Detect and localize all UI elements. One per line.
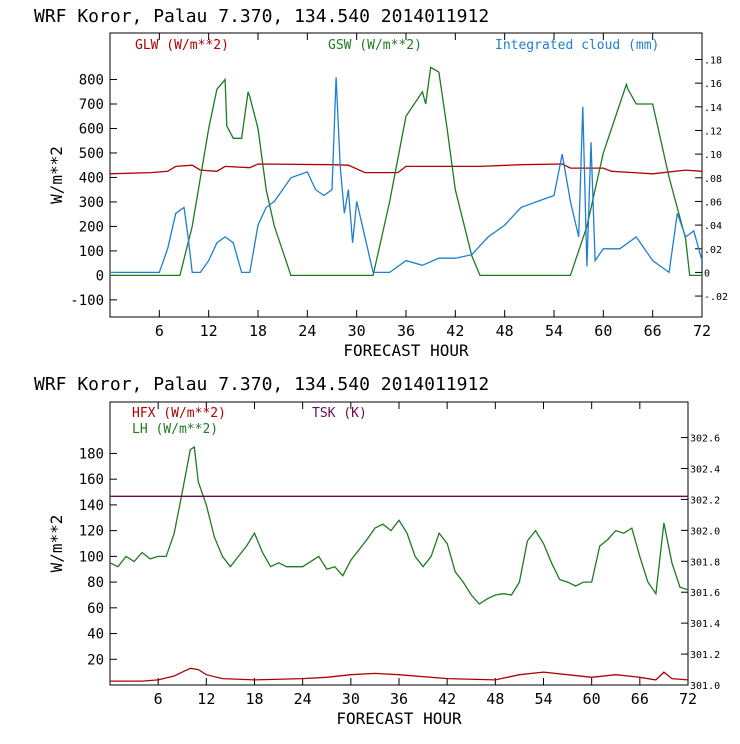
x-tick-label: 12: [200, 322, 218, 340]
legend-entry-3: TSK (K): [312, 406, 367, 421]
x-tick-label: 48: [496, 322, 514, 340]
y-tick-label: 40: [87, 627, 104, 643]
x-tick-label: 30: [342, 690, 360, 708]
x-tick-label: 18: [245, 690, 263, 708]
y-tick-label: 300: [79, 195, 104, 211]
y-tick-label: 0: [96, 268, 104, 284]
y2-tick-label: .12: [704, 126, 722, 137]
x-tick-label: 42: [438, 690, 456, 708]
y2-tick-label: -.02: [704, 292, 728, 303]
y2-tick-label: 301.2: [690, 650, 720, 661]
y-tick-label: 160: [79, 472, 104, 488]
y2-tick-label: 301.8: [690, 557, 720, 568]
series-line-1: [110, 667, 688, 682]
x-tick-label: 6: [154, 690, 163, 708]
y2-tick-label: .16: [704, 79, 722, 90]
legend-entry-2: LH (W/m**2): [132, 422, 218, 437]
x-tick-label: 66: [631, 690, 649, 708]
y2-tick-label: .04: [704, 221, 722, 232]
x-tick-label: 18: [249, 322, 267, 340]
chart-panel-2: WRF Koror, Palau 7.370, 134.540 20140119…: [34, 374, 720, 728]
y-tick-label: 500: [79, 146, 104, 162]
y2-tick-label: 302.6: [690, 434, 720, 445]
plot-frame: [109, 401, 689, 686]
y2-tick-label: .06: [704, 197, 722, 208]
y-tick-label: 200: [79, 219, 104, 235]
y-tick-label: 100: [79, 244, 104, 260]
x-tick-label: 12: [197, 690, 215, 708]
x-tick-label: 24: [298, 322, 316, 340]
chart-title: WRF Koror, Palau 7.370, 134.540 20140119…: [34, 6, 489, 27]
y2-tick-label: 301.4: [690, 619, 720, 630]
chart-panel-1: WRF Koror, Palau 7.370, 134.540 20140119…: [34, 6, 728, 360]
legend-entry-2: GSW (W/m**2): [328, 38, 422, 53]
y2-tick-label: 302.0: [690, 526, 720, 537]
x-tick-label: 6: [155, 322, 164, 340]
x-axis-label: FORECAST HOUR: [343, 341, 469, 360]
y-tick-label: 140: [79, 498, 104, 514]
y2-tick-label: .08: [704, 174, 722, 185]
y-tick-label: 400: [79, 170, 104, 186]
y-tick-label: -100: [70, 293, 104, 309]
series-line-1: [110, 163, 702, 175]
y2-tick-label: 301.0: [690, 681, 720, 692]
legend-entry-1: HFX (W/m**2): [132, 406, 226, 421]
y-tick-label: 700: [79, 97, 104, 113]
y-tick-label: 80: [87, 575, 104, 591]
chart-title: WRF Koror, Palau 7.370, 134.540 20140119…: [34, 374, 489, 395]
x-tick-label: 36: [397, 322, 415, 340]
y2-tick-label: 301.6: [690, 588, 720, 599]
x-tick-label: 72: [679, 690, 697, 708]
y2-tick-label: .18: [704, 55, 722, 66]
y-tick-label: 600: [79, 121, 104, 137]
x-tick-label: 42: [446, 322, 464, 340]
legend-entry-3: Integrated cloud (mm): [495, 38, 659, 53]
legend-entry-1: GLW (W/m**2): [135, 38, 229, 53]
y-tick-label: 100: [79, 549, 104, 565]
x-tick-label: 60: [594, 322, 612, 340]
y2-tick-label: 0: [704, 268, 710, 279]
x-tick-label: 60: [583, 690, 601, 708]
x-tick-label: 48: [486, 690, 504, 708]
series-line-3: [110, 77, 702, 274]
y-tick-label: 20: [87, 652, 104, 668]
y-tick-label: 60: [87, 601, 104, 617]
x-tick-label: 54: [545, 322, 563, 340]
x-tick-label: 30: [348, 322, 366, 340]
y-tick-label: 120: [79, 524, 104, 540]
y-axis-label: W/m**2: [47, 515, 66, 573]
y-tick-label: 800: [79, 73, 104, 89]
y2-tick-label: 302.4: [690, 464, 720, 475]
x-tick-label: 36: [390, 690, 408, 708]
y2-tick-label: .02: [704, 245, 722, 256]
x-tick-label: 72: [693, 322, 711, 340]
plot-frame: [109, 32, 703, 318]
x-tick-label: 54: [534, 690, 552, 708]
y-axis-label: W/m**2: [47, 146, 66, 204]
y-tick-label: 180: [79, 446, 104, 462]
x-tick-label: 24: [294, 690, 312, 708]
y2-tick-label: 302.2: [690, 495, 720, 506]
x-tick-label: 66: [644, 322, 662, 340]
y2-tick-label: .14: [704, 103, 722, 114]
y2-tick-label: .10: [704, 150, 722, 161]
series-line-2: [110, 445, 688, 605]
x-axis-label: FORECAST HOUR: [336, 709, 462, 728]
series-line-2: [110, 66, 702, 277]
